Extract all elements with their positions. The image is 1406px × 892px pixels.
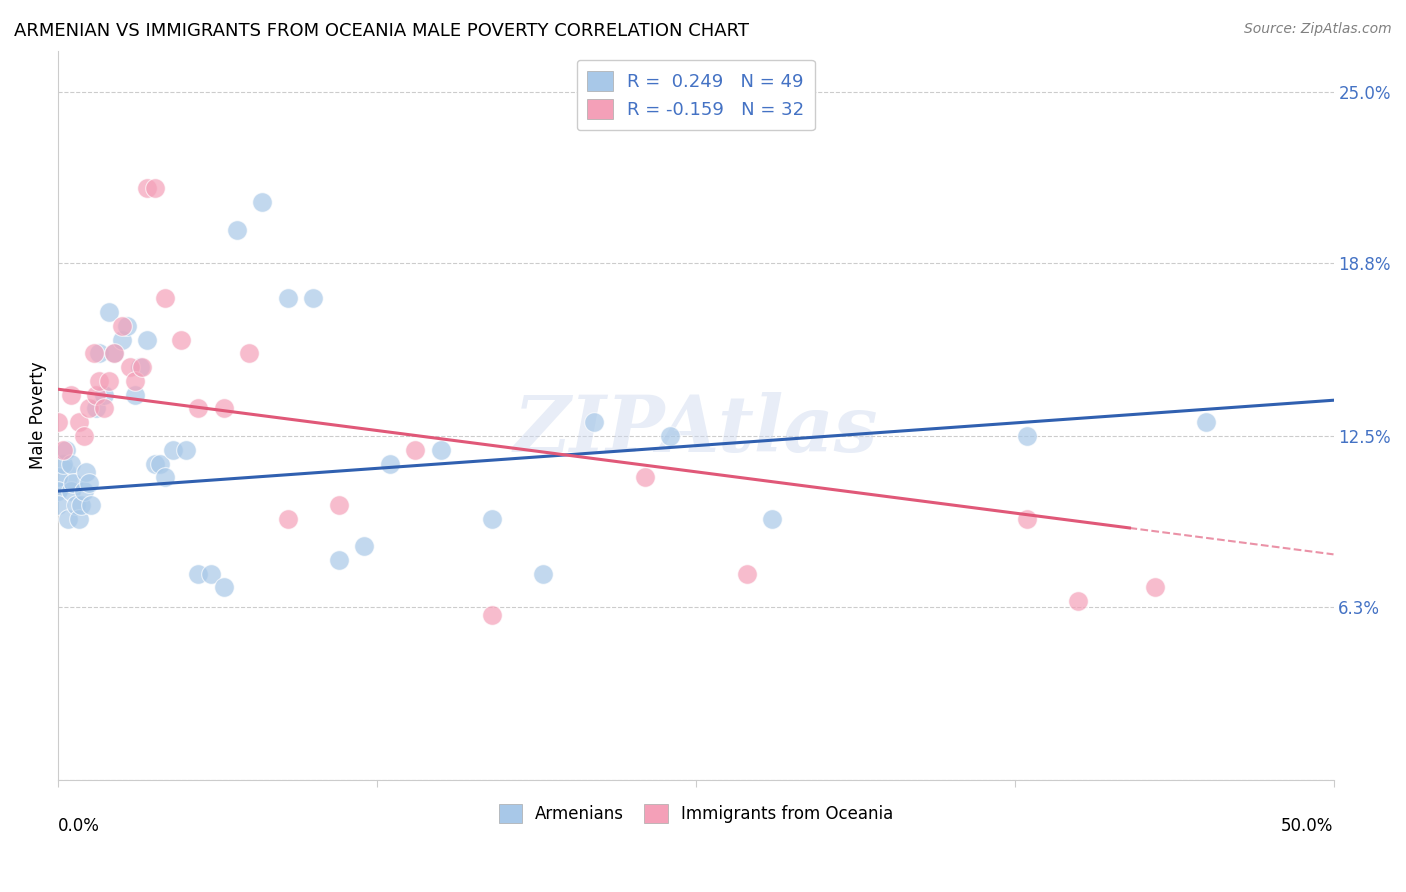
Point <box>187 566 209 581</box>
Point <box>200 566 222 581</box>
Point <box>136 333 159 347</box>
Y-axis label: Male Poverty: Male Poverty <box>30 361 46 469</box>
Point <box>174 442 197 457</box>
Point <box>531 566 554 581</box>
Point <box>169 333 191 347</box>
Point <box>124 374 146 388</box>
Point <box>103 346 125 360</box>
Point <box>65 498 87 512</box>
Point <box>70 498 93 512</box>
Point <box>115 318 138 333</box>
Point <box>46 484 69 499</box>
Point <box>87 374 110 388</box>
Point <box>143 181 166 195</box>
Point <box>404 442 426 457</box>
Point <box>735 566 758 581</box>
Point <box>46 470 69 484</box>
Point <box>659 429 682 443</box>
Point <box>302 292 325 306</box>
Point <box>46 470 69 484</box>
Point <box>46 498 69 512</box>
Point <box>212 401 235 416</box>
Point <box>149 457 172 471</box>
Point <box>52 457 75 471</box>
Point <box>212 581 235 595</box>
Point <box>52 442 75 457</box>
Point <box>634 470 657 484</box>
Point <box>277 511 299 525</box>
Point <box>55 442 77 457</box>
Point <box>1017 511 1039 525</box>
Point <box>73 429 96 443</box>
Point <box>162 442 184 457</box>
Point <box>429 442 451 457</box>
Point <box>1143 581 1166 595</box>
Point <box>58 511 80 525</box>
Point <box>252 195 274 210</box>
Point <box>187 401 209 416</box>
Point <box>131 360 153 375</box>
Point <box>98 374 121 388</box>
Point <box>124 388 146 402</box>
Point <box>328 553 350 567</box>
Point <box>59 484 82 499</box>
Point <box>1067 594 1090 608</box>
Point <box>111 333 134 347</box>
Point <box>73 484 96 499</box>
Point <box>77 401 100 416</box>
Point <box>111 318 134 333</box>
Text: 0.0%: 0.0% <box>58 816 100 835</box>
Point <box>77 475 100 490</box>
Point <box>353 539 375 553</box>
Point <box>118 360 141 375</box>
Point <box>481 607 503 622</box>
Text: ZIPAtlas: ZIPAtlas <box>513 392 879 468</box>
Point <box>582 415 605 429</box>
Point <box>59 457 82 471</box>
Point <box>86 388 108 402</box>
Point <box>87 346 110 360</box>
Point <box>46 415 69 429</box>
Point <box>136 181 159 195</box>
Point <box>98 305 121 319</box>
Text: Source: ZipAtlas.com: Source: ZipAtlas.com <box>1244 22 1392 37</box>
Text: 50.0%: 50.0% <box>1281 816 1333 835</box>
Point <box>80 498 103 512</box>
Point <box>225 222 247 236</box>
Point <box>86 401 108 416</box>
Point <box>59 388 82 402</box>
Point <box>328 498 350 512</box>
Point <box>128 360 150 375</box>
Point <box>155 292 177 306</box>
Point <box>143 457 166 471</box>
Point <box>155 470 177 484</box>
Point <box>83 346 105 360</box>
Point <box>67 415 90 429</box>
Point <box>238 346 260 360</box>
Legend: Armenians, Immigrants from Oceania: Armenians, Immigrants from Oceania <box>492 797 900 830</box>
Point <box>481 511 503 525</box>
Point <box>103 346 125 360</box>
Point <box>378 457 401 471</box>
Point <box>75 465 97 479</box>
Point <box>761 511 783 525</box>
Text: ARMENIAN VS IMMIGRANTS FROM OCEANIA MALE POVERTY CORRELATION CHART: ARMENIAN VS IMMIGRANTS FROM OCEANIA MALE… <box>14 22 749 40</box>
Point <box>93 388 115 402</box>
Point <box>1195 415 1218 429</box>
Point <box>277 292 299 306</box>
Point <box>1017 429 1039 443</box>
Point <box>93 401 115 416</box>
Point <box>62 475 84 490</box>
Point <box>67 511 90 525</box>
